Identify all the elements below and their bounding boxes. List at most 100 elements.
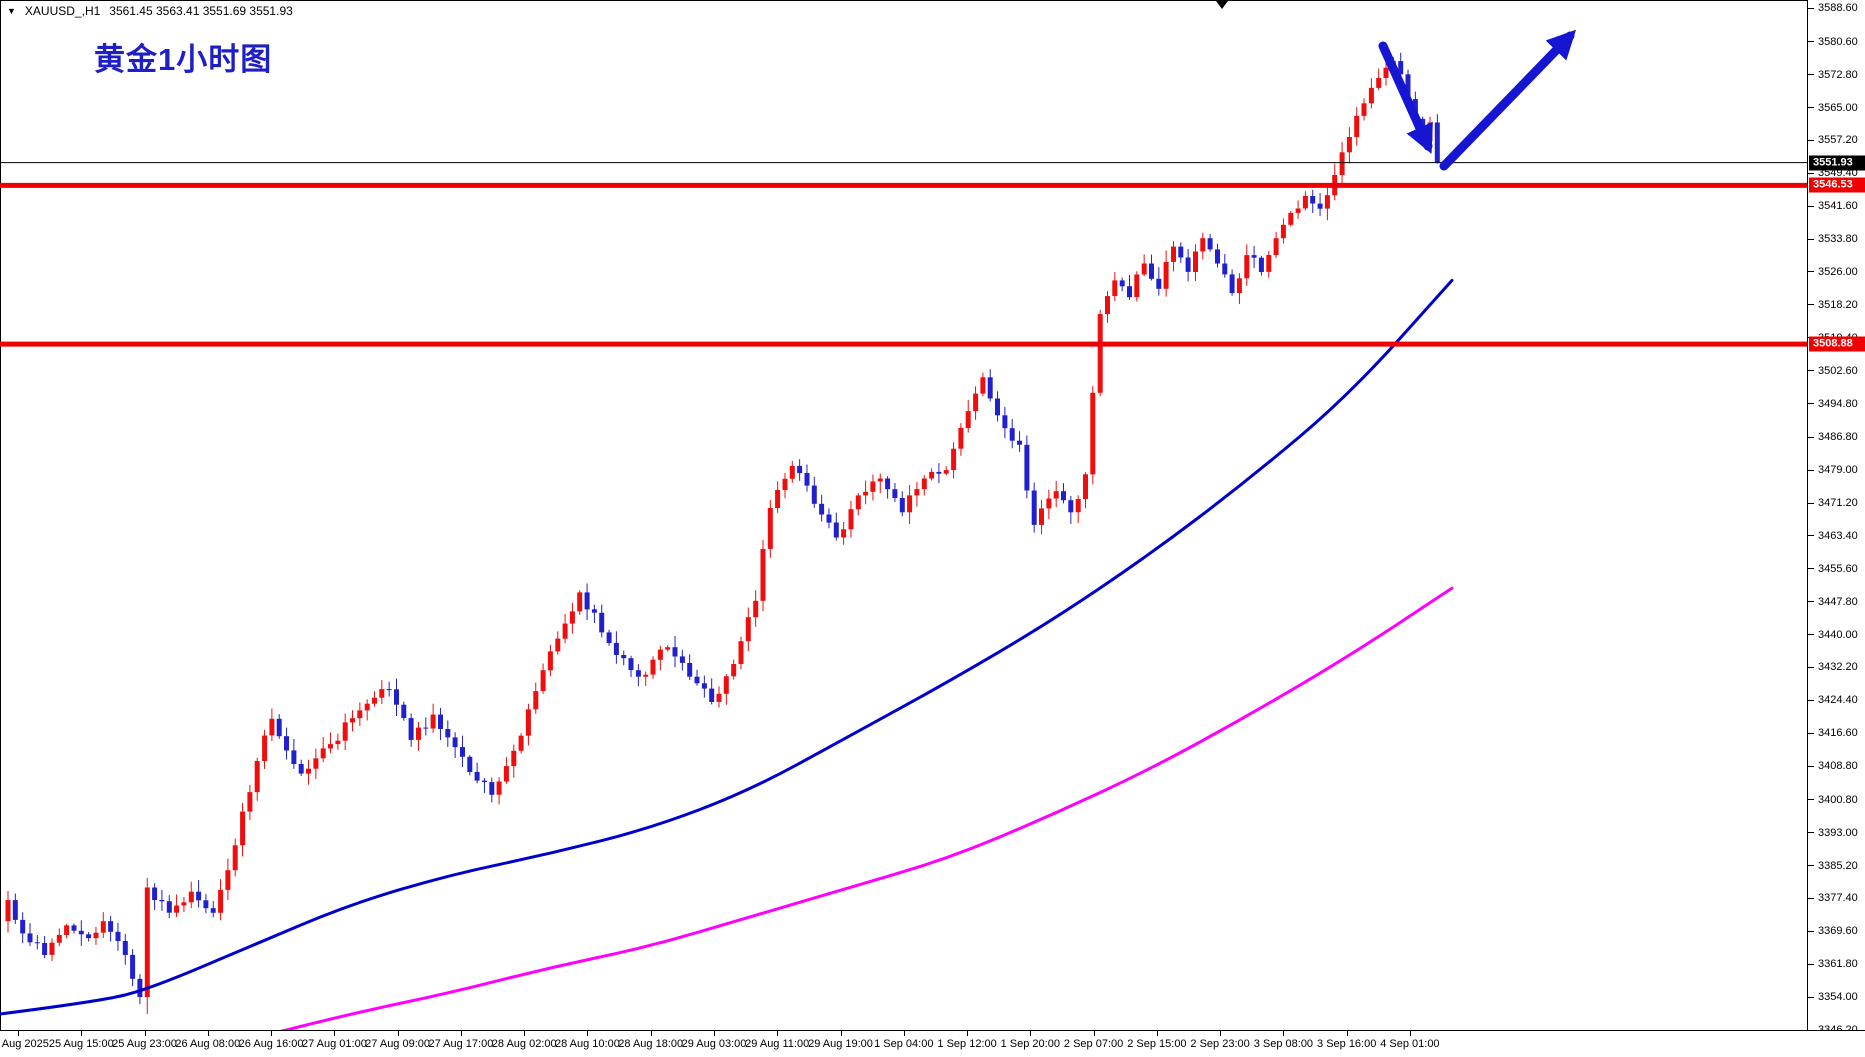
candle: [1339, 141, 1345, 185]
time-tick: [840, 1031, 842, 1036]
candle: [973, 386, 979, 420]
chart-plot-area[interactable]: [0, 0, 1807, 1030]
candle-body: [306, 768, 311, 774]
price-axis[interactable]: 3588.60 3580.60 3572.80 3565.00 3557.20 3549.…: [1807, 0, 1865, 1036]
candle: [1017, 431, 1022, 452]
candle-body: [1236, 278, 1242, 293]
candle-body: [100, 921, 106, 933]
candle: [401, 701, 407, 721]
price-tick-label: 3486.80: [1818, 431, 1858, 444]
candle: [826, 508, 832, 529]
candle-body: [1097, 314, 1103, 393]
candle: [328, 732, 333, 753]
candle-body: [885, 478, 891, 490]
slow-ma-line[interactable]: [155, 586, 1454, 1030]
time-tick-label: 29 Aug 11:00: [745, 1038, 810, 1050]
candle: [496, 777, 502, 805]
candle-body: [973, 393, 979, 412]
candle: [1346, 127, 1352, 164]
candle: [841, 522, 847, 545]
candle: [987, 369, 993, 402]
candle-body: [460, 747, 465, 757]
candle-body: [218, 889, 224, 913]
time-tick-label: 2 Sep 07:00: [1063, 1038, 1124, 1050]
candle-body: [1024, 444, 1030, 491]
candle: [797, 459, 803, 481]
candle: [1134, 271, 1140, 302]
time-tick-label: 26 Aug 16:00: [238, 1038, 304, 1050]
candle: [1280, 218, 1286, 244]
candle: [599, 604, 605, 638]
price-tick-label: 3408.80: [1818, 760, 1858, 773]
candle-body: [181, 902, 187, 906]
candle: [848, 500, 854, 538]
candle: [503, 757, 509, 784]
candle-body: [921, 478, 927, 490]
candle-body: [408, 718, 414, 740]
candle: [416, 722, 421, 751]
candle-body: [34, 942, 40, 944]
candle-body: [657, 649, 663, 660]
candle-body: [1134, 274, 1140, 298]
candle-body: [1229, 274, 1235, 294]
pullback-arrow[interactable]: [1378, 41, 1433, 154]
candle: [100, 912, 106, 939]
candle: [5, 891, 11, 933]
price-tick: [1808, 699, 1814, 701]
candle-body: [108, 921, 114, 932]
candle: [438, 707, 443, 741]
candle: [738, 636, 744, 670]
price-tick-label: 3502.60: [1818, 364, 1858, 377]
candle-body: [328, 744, 333, 749]
candle-body: [863, 491, 869, 496]
candle: [225, 858, 231, 901]
candle-body: [1061, 491, 1066, 501]
candle-body: [313, 758, 319, 769]
candle-body: [723, 676, 729, 694]
candle-body: [152, 887, 158, 900]
candle: [870, 474, 876, 501]
price-tick-label: 3377.40: [1818, 892, 1858, 905]
candle-body: [232, 845, 238, 871]
time-tick-label: 1 Sep 20:00: [1000, 1038, 1060, 1050]
candle: [745, 607, 751, 652]
candle-body: [56, 935, 62, 943]
candle: [643, 671, 649, 686]
rally-arrow[interactable]: [1439, 29, 1577, 171]
candle: [313, 748, 319, 779]
candle: [181, 897, 187, 912]
candle: [372, 691, 377, 707]
candle-body: [503, 766, 509, 782]
candle: [423, 717, 429, 736]
candle: [929, 468, 935, 481]
chart-shift-marker-icon[interactable]: [1216, 1, 1228, 9]
candle: [606, 629, 612, 646]
collapse-triangle-icon[interactable]: ▼: [7, 6, 16, 16]
time-tick: [1283, 1031, 1285, 1036]
candle-body: [877, 478, 883, 482]
time-tick-label: 25 Aug 2025: [0, 1038, 49, 1050]
candle: [1149, 254, 1154, 281]
candle: [1031, 482, 1037, 533]
candle-body: [130, 954, 136, 979]
time-tick-label: 25 Aug 15:00: [48, 1038, 114, 1050]
fast-ma-line[interactable]: [0, 278, 1454, 1016]
candle: [672, 636, 678, 668]
candle: [1332, 163, 1338, 201]
candle-body: [1405, 74, 1411, 100]
candle-body: [760, 549, 766, 601]
time-tick-label: 27 Aug 09:00: [365, 1038, 431, 1050]
candle: [577, 590, 583, 615]
candle-body: [1053, 491, 1059, 499]
price-tick: [1808, 799, 1814, 801]
candle-body: [1244, 255, 1250, 279]
candle-body: [716, 693, 722, 702]
candle-body: [1178, 246, 1184, 258]
candle-body: [1046, 498, 1052, 509]
candle: [789, 460, 795, 483]
candle: [56, 928, 62, 947]
price-tick-label: 3557.20: [1818, 134, 1858, 147]
candle-body: [1273, 238, 1279, 255]
time-tick: [777, 1031, 779, 1036]
